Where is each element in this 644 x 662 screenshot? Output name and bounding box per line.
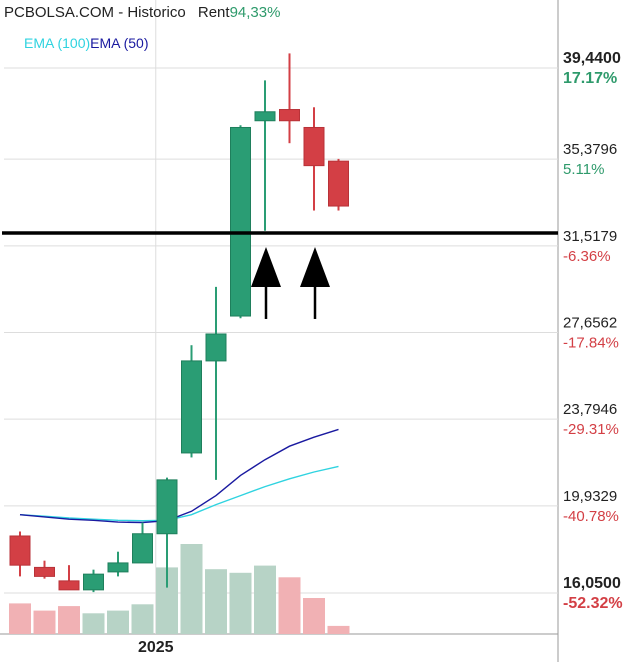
y-tick-label: 19,9329 xyxy=(563,488,617,505)
annotation-arrow-1-head xyxy=(251,246,281,287)
y-tick-pct: -6.36% xyxy=(563,248,611,265)
y-tick-pct: -29.31% xyxy=(563,421,619,438)
y-tick-label: 16,0500 xyxy=(563,575,621,592)
y-tick-label: 35,3796 xyxy=(563,141,617,158)
candle-body xyxy=(9,535,31,566)
y-tick-pct: 5.11% xyxy=(563,161,604,178)
candle-body xyxy=(181,360,202,454)
volume-bar xyxy=(278,577,301,634)
volume-bar xyxy=(9,603,31,634)
rent-label: Rent xyxy=(197,4,230,21)
chart-title: PCBOLSA.COM - Historico xyxy=(4,4,186,21)
volume-bar xyxy=(156,567,178,634)
volume-bar xyxy=(180,544,203,634)
candle-body xyxy=(254,111,276,122)
volume-bar xyxy=(229,572,252,634)
legend-ema100: EMA (100) xyxy=(24,35,91,51)
candle-body xyxy=(230,126,251,317)
y-tick-pct: -17.84% xyxy=(563,334,619,351)
y-tick-label: 27,6562 xyxy=(563,314,617,331)
volume-bar xyxy=(254,565,276,634)
chart-header: PCBOLSA.COM - Historico Rent94,33% xyxy=(4,4,280,21)
y-tick-pct: -40.78% xyxy=(563,508,619,525)
volume-bar xyxy=(33,610,56,634)
volume-bar xyxy=(303,598,325,634)
candle-body xyxy=(34,566,55,577)
annotation-arrow-2-head xyxy=(300,246,330,287)
y-tick-label: 23,7946 xyxy=(563,401,617,418)
candle-body xyxy=(132,533,153,564)
volume-bar xyxy=(107,610,129,634)
candle-body xyxy=(58,580,80,591)
y-tick-pct: 17.17% xyxy=(563,70,617,87)
candle-body xyxy=(83,573,104,591)
candle-body xyxy=(303,126,325,167)
volume-bar xyxy=(82,613,105,634)
y-tick-label: 39,4400 xyxy=(563,50,621,67)
candle-body xyxy=(107,562,129,573)
ema50-line xyxy=(19,428,339,524)
legend-ema50: EMA (50) xyxy=(90,35,149,51)
chart-legend: EMA (100)EMA (50) xyxy=(24,35,149,51)
volume-bar xyxy=(58,606,80,634)
candle-body xyxy=(156,479,178,535)
volume-bar xyxy=(327,625,350,634)
y-tick-label: 31,5179 xyxy=(563,228,617,245)
candle-body xyxy=(279,109,300,122)
candle-body xyxy=(328,160,349,207)
candle-body xyxy=(205,333,227,362)
volume-bar xyxy=(131,604,154,634)
volume-bar xyxy=(205,569,227,634)
rent-value: 94,33% xyxy=(229,4,281,21)
y-tick-pct: -52.32% xyxy=(563,595,623,612)
ema100-line xyxy=(19,465,339,522)
x-tick-label: 2025 xyxy=(138,639,174,656)
